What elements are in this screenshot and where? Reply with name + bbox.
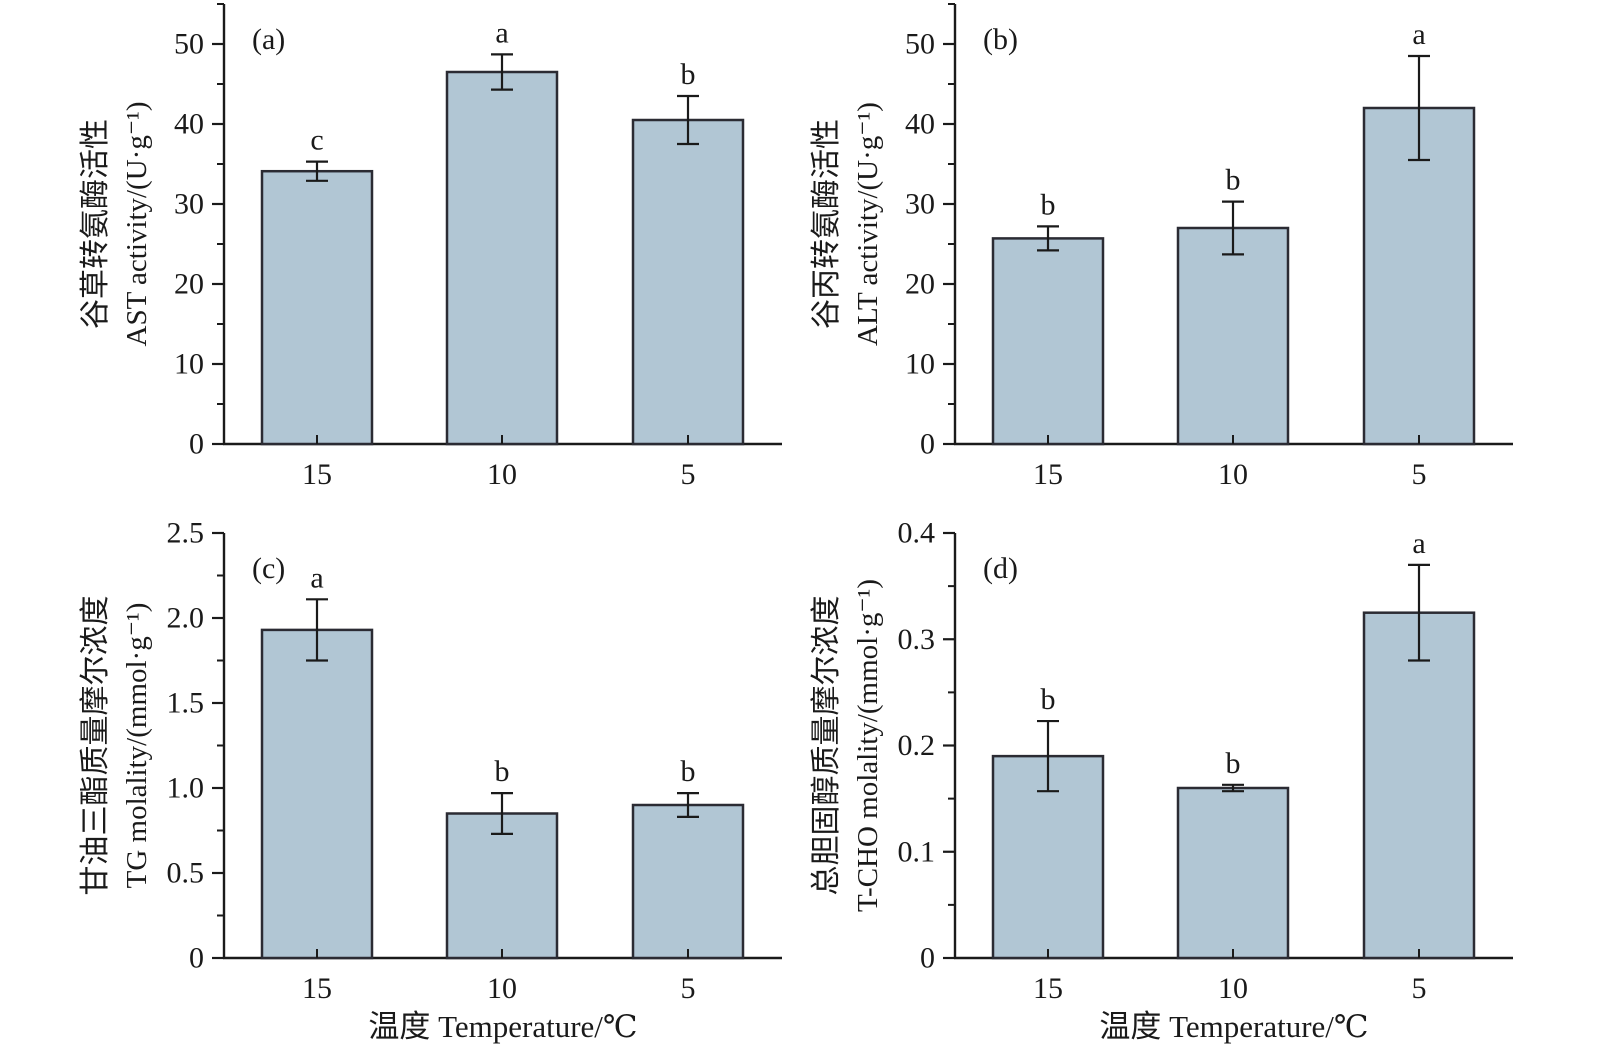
y-tick-label: 40	[905, 108, 935, 141]
panel-a: 0 10 20 30 40 50 c 15 a 10 b 5 (a) 谷草转氨酶活性 AST activit…	[0, 0, 800, 530]
x-tick-label: 10	[1218, 458, 1248, 491]
x-tick-label: 10	[1218, 972, 1248, 1005]
panel-b: 0 10 20 30 40 50 b 15 b 10 a 5 (b) 谷丙转氨酶活性 ALT activit…	[731, 0, 1531, 530]
bar-5c	[1362, 106, 1476, 446]
bar-5c	[631, 803, 745, 960]
y-tick-label: 0.4	[898, 517, 936, 550]
significance-letter: b	[681, 58, 696, 91]
y-tick-label: 0	[920, 942, 935, 975]
bar-15c	[260, 628, 374, 960]
y-tick-label: 0.3	[898, 623, 936, 656]
panel-d-chart: 0 0.1 0.2 0.3 0.4 b 15 b 10 a 5 (d) 总胆固醇质量摩尔浓度 T-CHO …	[810, 517, 1513, 1044]
y-axis-label-en: ALT activity/(U·g⁻¹)	[852, 102, 884, 346]
significance-letter: c	[310, 124, 323, 157]
significance-letter: b	[1041, 683, 1056, 716]
x-axis-title: 温度 Temperature/℃	[368, 1009, 637, 1044]
panel-a-chart: 0 10 20 30 40 50 c 15 a 10 b 5 (a) 谷草转氨酶活性 AST activit…	[79, 3, 782, 491]
x-tick-label: 15	[302, 458, 332, 491]
y-axis-label-cn: 谷丙转氨酶活性	[810, 119, 843, 329]
bar-10c	[445, 812, 559, 960]
x-tick-label: 5	[1412, 458, 1427, 491]
panel-tag: (a)	[252, 23, 285, 56]
y-tick-label: 0.2	[898, 729, 936, 762]
bar-10c	[1176, 226, 1290, 446]
y-tick-label: 2.5	[167, 517, 205, 550]
bar-10c	[1176, 786, 1290, 960]
panel-c: 0 0.5 1.0 1.5 2.0 2.5 a 15 b 10 b 5 (c) 甘油三酯质量摩尔浓度 TG …	[0, 515, 800, 1061]
y-tick-label: 40	[174, 108, 204, 141]
y-tick-label: 50	[174, 28, 204, 61]
x-tick-label: 5	[1412, 972, 1427, 1005]
x-axis-title: 温度 Temperature/℃	[1099, 1009, 1368, 1044]
x-tick-label: 10	[487, 458, 517, 491]
panel-d: 0 0.1 0.2 0.3 0.4 b 15 b 10 a 5 (d) 总胆固醇质量摩尔浓度 T-CHO …	[731, 515, 1531, 1061]
significance-letter: a	[1412, 18, 1425, 51]
y-tick-label: 10	[905, 348, 935, 381]
x-tick-label: 15	[302, 972, 332, 1005]
bar-5c	[631, 118, 745, 446]
y-tick-label: 1.5	[167, 687, 205, 720]
significance-letter: a	[1412, 527, 1425, 560]
significance-letter: b	[1226, 747, 1241, 780]
y-tick-label: 2.0	[167, 602, 205, 635]
y-tick-label: 0	[920, 428, 935, 461]
significance-letter: a	[310, 561, 323, 594]
y-tick-label: 30	[905, 188, 935, 221]
significance-letter: b	[1041, 188, 1056, 221]
y-axis-label-en: T-CHO molality/(mmol·g⁻¹)	[852, 579, 884, 912]
y-axis-label-en: TG molality/(mmol·g⁻¹)	[121, 603, 153, 889]
significance-letter: b	[1226, 164, 1241, 197]
x-tick-label: 5	[681, 972, 696, 1005]
y-tick-label: 0	[189, 428, 204, 461]
significance-letter: b	[495, 755, 510, 788]
y-tick-label: 50	[905, 28, 935, 61]
panel-tag: (d)	[983, 552, 1018, 585]
y-tick-label: 30	[174, 188, 204, 221]
y-tick-label: 20	[174, 268, 204, 301]
bar-15c	[260, 169, 374, 446]
bar-10c	[445, 70, 559, 446]
x-tick-label: 10	[487, 972, 517, 1005]
y-tick-label: 1.0	[167, 772, 205, 805]
y-tick-label: 20	[905, 268, 935, 301]
y-axis-label-cn: 总胆固醇质量摩尔浓度	[810, 596, 843, 896]
x-tick-label: 15	[1033, 458, 1063, 491]
panel-tag: (c)	[252, 552, 285, 585]
bar-15c	[991, 237, 1105, 446]
y-tick-label: 0	[189, 942, 204, 975]
y-axis-label-en: AST activity/(U·g⁻¹)	[121, 102, 153, 347]
significance-letter: a	[495, 16, 508, 49]
y-axis-label-cn: 谷草转氨酶活性	[79, 119, 112, 329]
x-tick-label: 5	[681, 458, 696, 491]
y-tick-label: 10	[174, 348, 204, 381]
panel-tag: (b)	[983, 23, 1018, 56]
panel-c-chart: 0 0.5 1.0 1.5 2.0 2.5 a 15 b 10 b 5 (c) 甘油三酯质量摩尔浓度 TG …	[79, 517, 782, 1044]
y-tick-label: 0.5	[167, 857, 205, 890]
bar-5c	[1362, 611, 1476, 960]
y-tick-label: 0.1	[898, 835, 936, 868]
panel-b-chart: 0 10 20 30 40 50 b 15 b 10 a 5 (b) 谷丙转氨酶活性 ALT activit…	[810, 3, 1513, 491]
y-axis-label-cn: 甘油三酯质量摩尔浓度	[79, 596, 112, 896]
significance-letter: b	[681, 755, 696, 788]
x-tick-label: 15	[1033, 972, 1063, 1005]
